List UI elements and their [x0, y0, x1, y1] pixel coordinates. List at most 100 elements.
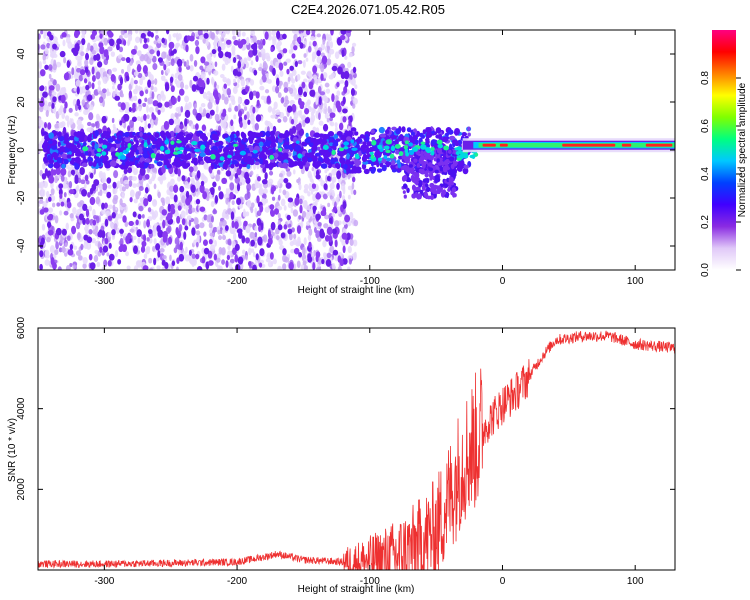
spectrogram-blob	[50, 256, 55, 266]
spectrogram-blob	[82, 203, 88, 212]
spectrogram-blob	[221, 177, 228, 185]
spectrogram-speckle	[220, 42, 226, 51]
spectrogram-band-blob	[170, 130, 175, 138]
spectrogram-tail-blob	[443, 159, 449, 166]
spectrogram-speckle	[93, 255, 99, 262]
spectrogram-speckle	[296, 260, 301, 269]
spectrogram-band-blob	[137, 146, 143, 151]
spectrogram-speckle	[258, 42, 264, 50]
spectrogram-hotspot	[350, 139, 355, 144]
spectrogram-band-blob	[438, 133, 443, 141]
spectrogram-speckle	[249, 113, 255, 121]
spectrogram-speckle	[98, 170, 104, 179]
spectrogram-speckle	[267, 261, 273, 268]
spectrogram-blob	[272, 185, 277, 192]
spectrogram-speckle	[116, 180, 121, 188]
spectrogram-speckle	[167, 181, 171, 187]
spectrogram-blob	[157, 102, 163, 108]
spectrogram-speckle	[38, 61, 42, 70]
spectrogram-hotspot	[233, 143, 239, 147]
spectrogram-blob	[195, 112, 202, 121]
spectrogram-blob	[269, 252, 274, 260]
spectrogram-speckle	[157, 94, 162, 103]
spectrogram-speckle	[229, 258, 235, 264]
spectrogram-blob	[236, 197, 242, 206]
spectrogram-speckle	[277, 265, 282, 270]
spectrogram-band-blob	[384, 129, 390, 135]
spectrogram-speckle	[134, 30, 139, 34]
spectrogram-speckle	[254, 232, 258, 238]
spectrogram-hotspot	[420, 144, 427, 150]
spectrogram-blob	[255, 253, 259, 261]
spectrogram-blob	[84, 66, 89, 74]
spectrogram-speckle	[120, 57, 126, 62]
spectrogram-speckle	[131, 176, 137, 181]
spectrogram-blob	[104, 237, 109, 245]
spectrogram-band-blob	[371, 136, 376, 141]
spectrogram-band-blob	[223, 133, 228, 138]
spectrogram-blob	[81, 188, 88, 197]
spectrogram-blob	[188, 166, 194, 173]
spectrogram-band-blob	[214, 141, 221, 147]
spectrogram-blob	[184, 109, 191, 118]
spectrogram-blob	[125, 235, 130, 245]
spectrogram-blob	[315, 213, 321, 221]
spectrogram-speckle	[195, 230, 201, 236]
spectrogram-speckle	[260, 95, 266, 100]
spectrogram-speckle	[316, 33, 322, 38]
spectrogram-speckle	[102, 76, 108, 84]
spectrogram-speckle	[351, 77, 356, 86]
spectrogram-speckle	[290, 248, 296, 254]
spectrogram-blob	[308, 81, 314, 90]
spectrogram-speckle	[60, 174, 65, 182]
spectrogram-speckle	[258, 66, 263, 71]
spectrogram-speckle	[165, 196, 171, 205]
spectrogram-band-blob	[153, 147, 158, 154]
spectrogram-blob	[245, 86, 250, 93]
spectrogram-band-blob	[357, 136, 361, 142]
spectrogram-blob	[253, 69, 258, 76]
spectrogram-band-blob	[377, 151, 382, 159]
spectrogram-hotspot	[150, 152, 156, 159]
spectrogram-speckle	[54, 215, 59, 224]
spectrogram-band-blob	[56, 157, 63, 164]
spectrogram-band-blob	[246, 164, 251, 170]
spectrogram-speckle	[95, 71, 101, 80]
spectrogram-speckle	[170, 113, 175, 121]
spectrogram-speckle	[169, 185, 175, 192]
spectrogram-blob	[162, 236, 168, 243]
spectrogram-speckle	[153, 183, 157, 190]
spectrogram-blob	[272, 67, 276, 76]
spectrogram-hotspot	[210, 153, 216, 160]
spectrogram-speckle	[59, 105, 64, 114]
spectrogram-speckle	[210, 215, 214, 223]
spectrogram-speckle	[65, 264, 71, 270]
spectrogram-blob	[156, 50, 161, 57]
spectrogram-tail-blob	[436, 158, 440, 163]
spectrogram-band-blob	[186, 153, 192, 160]
spectrogram-blob	[342, 108, 348, 114]
spectrogram-speckle	[139, 77, 144, 86]
spectrogram-speckle	[148, 106, 154, 113]
spectrogram-speckle	[155, 30, 159, 34]
spectrogram-blob	[309, 89, 316, 97]
spectrogram-blob	[62, 126, 67, 136]
spectrogram-blob	[177, 205, 182, 211]
spectrogram-speckle	[185, 207, 189, 216]
spectrogram-speckle	[99, 189, 103, 197]
spectrogram-blob	[101, 230, 106, 239]
spectrogram-speckle	[332, 104, 337, 113]
spectrogram-band-blob	[47, 140, 53, 145]
spectrogram-blob	[278, 62, 284, 71]
spectrogram-band-blob	[259, 146, 263, 152]
spectrogram-blob	[132, 211, 137, 218]
spectrogram-blob	[61, 32, 67, 38]
spectrogram-blob	[74, 178, 79, 184]
spectrogram-blob	[125, 56, 131, 63]
spectrogram-blob	[181, 175, 186, 182]
spectrogram-band-blob	[94, 143, 99, 150]
spectrogram-band-blob	[145, 158, 151, 164]
spectrogram-speckle	[217, 169, 221, 176]
spectrogram-speckle	[41, 189, 46, 197]
spectrogram-blob	[125, 75, 130, 82]
